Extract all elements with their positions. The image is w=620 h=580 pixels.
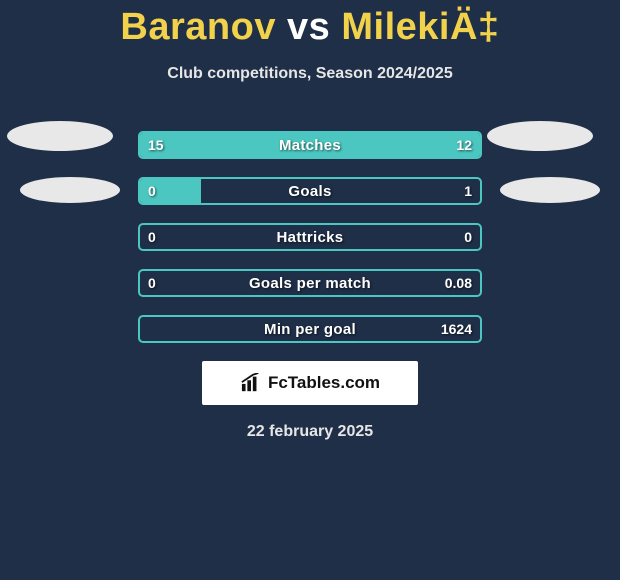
crest-shadow-left-1 [7, 121, 113, 151]
stats-panel: 15 Matches 12 0 Goals 1 0 Hattricks 0 0 … [138, 131, 482, 343]
player-left-name: Baranov [120, 6, 276, 48]
subtitle: Club competitions, Season 2024/2025 [0, 65, 620, 83]
stat-label: Goals [140, 179, 480, 203]
stat-row-goals: 0 Goals 1 [138, 177, 482, 205]
stat-row-hattricks: 0 Hattricks 0 [138, 223, 482, 251]
bar-chart-icon [240, 373, 262, 393]
stat-row-matches: 15 Matches 12 [138, 131, 482, 159]
stat-label: Goals per match [140, 271, 480, 295]
stat-label: Hattricks [140, 225, 480, 249]
stat-row-goals-per-match: 0 Goals per match 0.08 [138, 269, 482, 297]
stat-value-right: 1624 [441, 317, 472, 341]
stat-row-min-per-goal: Min per goal 1624 [138, 315, 482, 343]
infographic-container: Baranov vs MilekiÄ‡ Club competitions, S… [0, 0, 620, 580]
stat-label: Min per goal [140, 317, 480, 341]
date-caption: 22 february 2025 [0, 423, 620, 441]
stat-value-right: 1 [464, 179, 472, 203]
crest-shadow-right-2 [500, 177, 600, 203]
stat-label: Matches [140, 133, 480, 157]
page-title: Baranov vs MilekiÄ‡ [0, 0, 620, 49]
stat-value-right: 0.08 [445, 271, 472, 295]
player-right-name: MilekiÄ‡ [341, 6, 499, 48]
stat-value-right: 12 [456, 133, 472, 157]
source-logo: FcTables.com [202, 361, 418, 405]
crest-shadow-right-1 [487, 121, 593, 151]
title-vs: vs [287, 6, 330, 48]
stat-value-right: 0 [464, 225, 472, 249]
crest-shadow-left-2 [20, 177, 120, 203]
source-logo-text: FcTables.com [268, 373, 380, 393]
